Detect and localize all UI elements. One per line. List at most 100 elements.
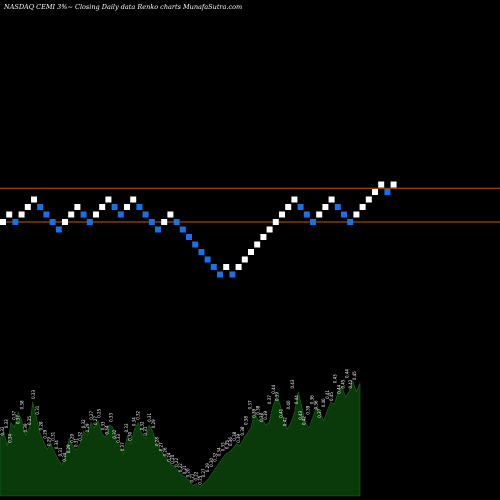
renko-brick [142,211,149,218]
volume-label: 0.41 [325,390,330,399]
volume-label: 0.25 [97,408,102,417]
chart-title: NASDAQ CEMI 3%~ Closing Daily data Renko… [4,3,243,11]
volume-label: 0.45 [352,371,357,380]
renko-brick [179,226,186,233]
volume-label: 0.29 [205,463,210,472]
volume-label: 0.44 [344,369,349,378]
volume-label: 0.39 [275,392,280,401]
volume-label: 0.27 [159,442,164,451]
renko-brick [223,264,230,270]
volume-label: 0.38 [240,426,245,435]
reference-lines [0,187,500,223]
renko-brick [279,211,285,218]
renko-brick [384,189,391,195]
volume-label: 0.29 [43,429,48,438]
renko-brick [167,211,174,218]
renko-brick [347,219,354,225]
volume-label: 0.29 [151,419,156,428]
volume-label: 0.44 [337,384,342,393]
volume-label: 0.34 [8,433,13,442]
volume-label: 0.29 [66,444,71,453]
volume-label: 0.34 [104,425,109,434]
renko-brick [291,196,298,203]
renko-brick [68,211,75,218]
renko-brick [99,204,106,210]
volume-label: 0.31 [74,438,79,447]
volume-label: 0.22 [193,471,198,480]
renko-brick [105,196,112,203]
volume-label: 0.43 [333,374,338,383]
volume-label: 0.33 [124,423,129,432]
renko-brick [359,204,366,210]
volume-label: 0.44 [271,384,276,393]
renko-brick [49,219,56,225]
volume-label: 0.33 [101,421,106,430]
renko-brick [334,204,341,210]
volume-label: 0.31 [35,405,40,414]
volume-label: 0.32 [0,426,5,435]
renko-brick [353,211,360,218]
volume-label: 0.39 [251,408,256,417]
volume-label: 0.29 [46,437,51,446]
renko-brick [217,271,223,278]
volume-label: 0.42 [302,416,307,425]
renko-brick [303,211,310,218]
volume-label: 0.37 [16,415,21,424]
volume-label: 0.39 [23,423,28,432]
renko-brick [148,219,155,225]
renko-brick [37,204,44,210]
renko-brick [55,226,62,233]
volume-label: 0.39 [263,410,268,419]
volume-label: 0.31 [147,413,152,422]
volume-label: 0.34 [217,447,222,456]
renko-brick [111,204,118,210]
renko-brick [378,181,385,188]
volume-label: 0.30 [209,458,214,467]
volume-label: 0.26 [163,447,168,456]
volume-label: 0.35 [27,416,32,425]
volume-label: 0.41 [279,408,284,417]
volume-label: 0.38 [255,405,260,414]
volume-label: 0.24 [170,454,175,463]
renko-brick [210,264,217,270]
renko-brick [124,204,130,210]
volume-label: 0.28 [39,421,44,430]
renko-brick [272,219,279,225]
renko-brick [136,204,143,210]
renko-brick [235,264,242,270]
volume-label: 0.33 [221,442,226,451]
volume-label: 0.31 [50,431,55,440]
renko-brick [229,271,236,278]
volume-label: 0.45 [329,392,334,401]
renko-brick [266,226,273,233]
volume-label: 0.31 [58,447,63,456]
volume-label: 0.36 [310,395,315,404]
volume-label: 0.36 [228,437,233,446]
volume-label: 0.39 [306,405,311,414]
volume-label: 0.37 [267,395,272,404]
volume-area [0,380,361,497]
volume-label: 0.33 [4,419,9,428]
renko-brick [74,204,81,210]
renko-brick [43,211,50,218]
volume-label: 0.37 [317,408,322,417]
volume-label: 0.29 [70,433,75,442]
volume-label: 0.37 [12,410,17,419]
renko-brick [155,226,161,233]
renko-brick [186,234,192,240]
volume-label: 0.21 [190,473,195,482]
volume-label: 0.33 [31,390,36,399]
volume-area-path [0,380,361,497]
volume-label: 0.33 [108,413,113,422]
volume-label: 0.40 [321,398,326,407]
renko-brick [341,211,347,218]
volume-label: 0.24 [166,452,171,461]
volume-label: 0.32 [112,429,117,438]
renko-brick [241,256,248,263]
renko-brick [18,211,25,218]
volume-label: 0.33 [116,433,121,442]
renko-brick [310,219,316,225]
volume-label: 0.38 [232,431,237,440]
volume-label: 0.22 [174,458,179,467]
volume-label: 0.32 [81,419,86,428]
